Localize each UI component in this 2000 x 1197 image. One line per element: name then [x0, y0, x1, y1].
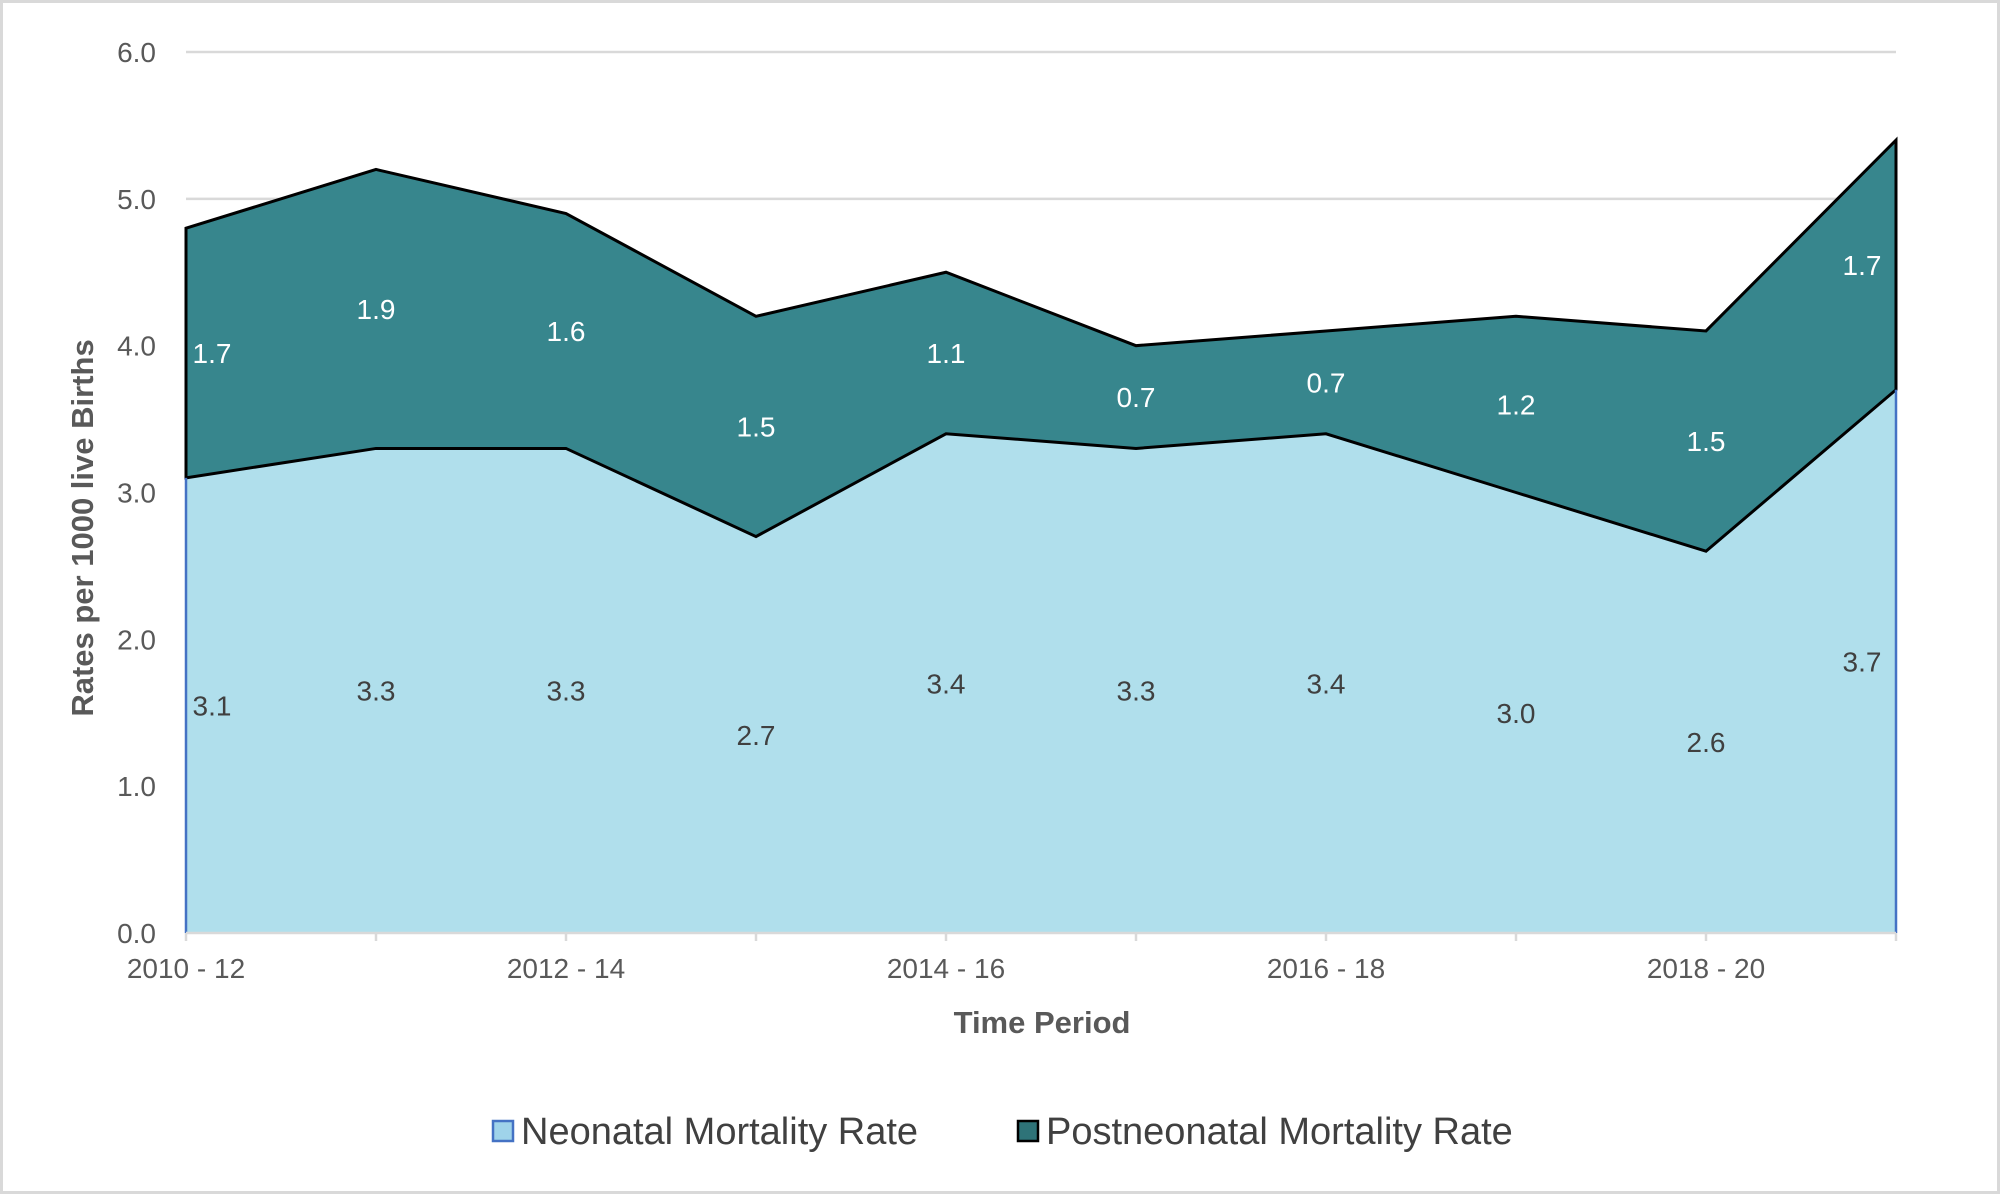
data-label-postneonatal: 1.7	[1843, 250, 1882, 281]
data-label-neonatal: 3.0	[1497, 698, 1536, 729]
area-neonatal	[186, 389, 1896, 933]
y-tick-label: 5.0	[117, 184, 156, 215]
y-tick-label: 2.0	[117, 624, 156, 655]
data-label-neonatal: 3.7	[1843, 646, 1882, 677]
x-tick-label: 2012 - 14	[507, 953, 625, 984]
data-label-postneonatal: 0.7	[1307, 367, 1346, 398]
x-axis-title: Time Period	[954, 1005, 1131, 1040]
legend-label-neonatal: Neonatal Mortality Rate	[521, 1111, 918, 1153]
stacked-area-chart: 0.0 1.0 2.0 3.0 4.0 5.0 6.0 2010 - 12 2012 - 14 2…	[65, 37, 1898, 1153]
x-tick-label: 2016 - 18	[1267, 953, 1385, 984]
legend-label-postneonatal: Postneonatal Mortality Rate	[1046, 1111, 1513, 1153]
data-label-postneonatal: 1.6	[547, 316, 586, 347]
data-label-neonatal: 3.3	[357, 676, 396, 707]
data-label-neonatal: 3.4	[1307, 668, 1346, 699]
data-label-neonatal: 3.4	[927, 668, 966, 699]
legend-item-postneonatal: Postneonatal Mortality Rate	[1016, 1111, 1513, 1153]
data-labels: 3.1 3.3 3.3 2.7 3.4 3.3 3.4 3.0 2.6 3.7 1.7 1.9 1.6 1…	[193, 250, 1882, 758]
legend-swatch-postneonatal	[1016, 1119, 1040, 1143]
data-label-neonatal: 3.1	[193, 690, 232, 721]
data-label-neonatal: 2.7	[737, 720, 776, 751]
data-label-neonatal: 3.3	[1117, 676, 1156, 707]
data-label-neonatal: 3.3	[547, 676, 586, 707]
y-tick-label: 1.0	[117, 771, 156, 802]
y-tick-label: 6.0	[117, 37, 156, 68]
data-label-postneonatal: 1.5	[1687, 426, 1726, 457]
x-tick-label: 2010 - 12	[127, 953, 245, 984]
data-label-postneonatal: 1.1	[927, 338, 966, 369]
data-label-postneonatal: 1.5	[737, 411, 776, 442]
legend-item-neonatal: Neonatal Mortality Rate	[491, 1111, 918, 1153]
y-axis-title: Rates per 1000 live Births	[65, 339, 100, 716]
axes: 0.0 1.0 2.0 3.0 4.0 5.0 6.0 2010 - 12 2012 - 14 2…	[117, 37, 1898, 984]
area-series	[184, 136, 1898, 933]
data-label-postneonatal: 1.7	[193, 338, 232, 369]
y-tick-label: 0.0	[117, 918, 156, 949]
legend-swatch-neonatal	[491, 1119, 515, 1143]
data-label-neonatal: 2.6	[1687, 727, 1726, 758]
x-tick-label: 2018 - 20	[1647, 953, 1765, 984]
legend: Neonatal Mortality Rate Postneonatal Mor…	[491, 1111, 1513, 1153]
data-label-postneonatal: 1.2	[1497, 389, 1536, 420]
data-label-postneonatal: 1.9	[357, 294, 396, 325]
y-tick-label: 4.0	[117, 331, 156, 362]
x-tick-label: 2014 - 16	[887, 953, 1005, 984]
data-label-postneonatal: 0.7	[1117, 382, 1156, 413]
y-tick-label: 3.0	[117, 478, 156, 509]
